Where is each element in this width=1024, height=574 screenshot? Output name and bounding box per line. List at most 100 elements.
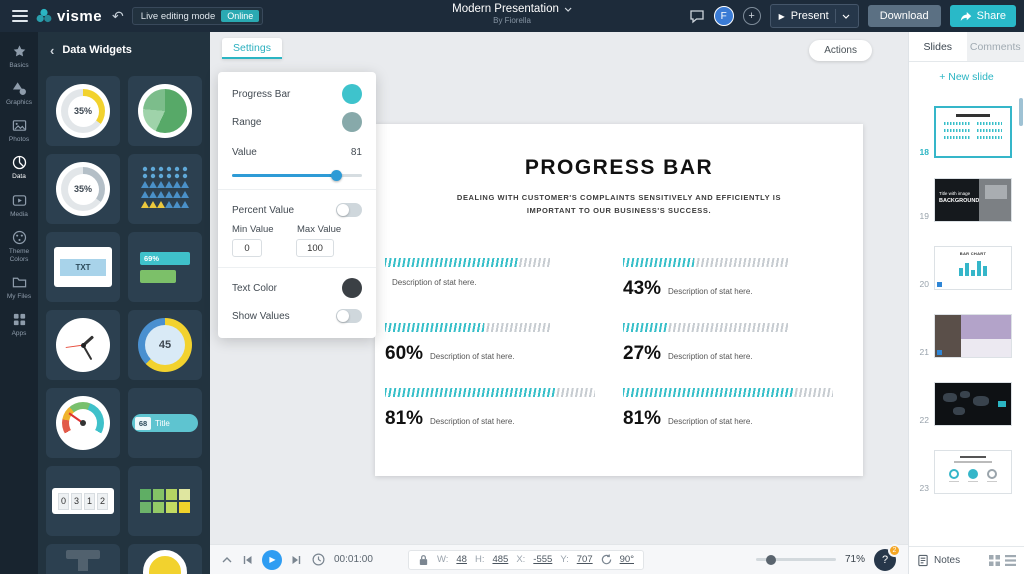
square-matrix-thumb <box>140 489 190 513</box>
skip-forward-icon[interactable] <box>291 554 303 566</box>
sidebar-item-my-files[interactable]: My Files <box>0 269 38 306</box>
slide-thumbnail[interactable]: BAR CHART <box>934 246 1012 290</box>
help-button[interactable]: ? 2 <box>874 543 901 571</box>
share-label: Share <box>976 10 1006 22</box>
widgets-panel-header[interactable]: ‹ Data Widgets <box>38 32 210 68</box>
slide-thumbnail[interactable] <box>934 382 1012 426</box>
widget-icon-stat[interactable] <box>46 544 120 574</box>
widget-shape-array[interactable] <box>128 154 202 224</box>
zoom-level[interactable]: 71% <box>844 554 865 565</box>
progress-stat[interactable]: Description of stat here. <box>385 258 605 300</box>
donut-chart-thumb: 35% <box>56 84 110 138</box>
menu-icon[interactable] <box>12 10 28 22</box>
slide-row-18[interactable]: 18 <box>915 106 1014 158</box>
sidebar-item-graphics[interactable]: Graphics <box>0 75 38 112</box>
progress-bar[interactable] <box>623 388 833 397</box>
slide-thumbnail[interactable] <box>934 314 1012 358</box>
height-value[interactable]: 485 <box>492 554 509 565</box>
slide-row-22[interactable]: 22 <box>915 382 1014 426</box>
comments-icon[interactable] <box>689 9 705 24</box>
undo-icon[interactable]: ↶ <box>112 7 124 24</box>
progress-bar[interactable] <box>623 258 788 267</box>
min-value-input[interactable] <box>232 239 262 257</box>
slide-row-20[interactable]: 20 BAR CHART <box>915 246 1014 290</box>
widget-donut-yellow[interactable]: 35% <box>46 76 120 146</box>
slide-thumbnail[interactable]: Title with image BACKGROUND <box>934 178 1012 222</box>
y-value[interactable]: 707 <box>576 554 593 565</box>
rotate-icon[interactable] <box>601 554 612 565</box>
sidebar-item-basics[interactable]: Basics <box>0 38 38 75</box>
widget-clock[interactable] <box>46 310 120 380</box>
slide-thumbnail[interactable] <box>934 450 1012 494</box>
max-value-input[interactable] <box>296 239 334 257</box>
slide-thumbnail[interactable] <box>934 106 1012 158</box>
widget-donut-gray[interactable]: 35% <box>46 154 120 224</box>
widget-circle-stat[interactable] <box>128 544 202 574</box>
range-color-swatch[interactable] <box>342 112 362 132</box>
actions-button[interactable]: Actions <box>809 40 872 61</box>
download-button[interactable]: Download <box>867 5 941 27</box>
notes-label[interactable]: Notes <box>934 555 961 566</box>
back-chevron-icon[interactable]: ‹ <box>50 42 55 58</box>
show-values-toggle[interactable] <box>336 309 362 323</box>
data-widgets-panel: ‹ Data Widgets 35% 35% TXT <box>38 32 210 574</box>
tab-settings[interactable]: Settings <box>222 38 282 59</box>
tab-comments[interactable]: Comments <box>966 32 1024 61</box>
slide-row-23[interactable]: 23 <box>915 450 1014 494</box>
chevron-up-icon[interactable] <box>222 556 232 563</box>
widget-progress-pill[interactable]: 68 Title <box>128 388 202 458</box>
progress-stat[interactable]: 27% Description of stat here. <box>623 323 843 365</box>
rotation-value[interactable]: 90° <box>619 554 634 565</box>
new-slide-button[interactable]: + New slide <box>939 71 994 83</box>
slide-row-19[interactable]: 19 Title with image BACKGROUND <box>915 178 1014 222</box>
slide-title[interactable]: PROGRESS BAR <box>524 156 714 179</box>
widget-labeled-bars[interactable]: 69% <box>128 232 202 302</box>
progress-stat[interactable]: 60% Description of stat here. <box>385 323 605 365</box>
share-button[interactable]: Share <box>949 5 1016 27</box>
sidebar-item-media[interactable]: Media <box>0 187 38 224</box>
visme-logo[interactable]: visme <box>36 8 102 25</box>
document-title-menu[interactable]: Modern Presentation By Fiorella <box>452 3 572 25</box>
slide-row-21[interactable]: 21 <box>915 314 1014 358</box>
progress-stat[interactable]: 81% Description of stat here. <box>623 388 843 430</box>
widget-radial-counter[interactable]: 45 <box>128 310 202 380</box>
width-value[interactable]: 48 <box>456 554 467 565</box>
add-collaborator-button[interactable]: + <box>742 7 761 25</box>
progress-bar[interactable] <box>385 323 550 332</box>
widget-flip-counter[interactable]: 0 3 1 2 <box>46 466 120 536</box>
slides-scrollbar[interactable] <box>1019 98 1023 126</box>
play-button[interactable]: ▶ <box>262 549 282 570</box>
progress-bar[interactable] <box>385 388 595 397</box>
progress-bar-color-swatch[interactable] <box>342 84 362 104</box>
widget-pie-green[interactable] <box>128 76 202 146</box>
progress-bar[interactable] <box>623 323 788 332</box>
progress-bar[interactable] <box>385 258 550 267</box>
skip-back-icon[interactable] <box>241 554 253 566</box>
value-slider-thumb[interactable] <box>331 170 343 181</box>
lock-icon[interactable] <box>418 554 429 566</box>
present-button[interactable]: ▶ Present <box>769 4 859 28</box>
tab-slides[interactable]: Slides <box>909 32 967 61</box>
zoom-slider-thumb[interactable] <box>765 554 776 565</box>
widget-square-matrix[interactable] <box>128 466 202 536</box>
x-value[interactable]: -555 <box>533 554 553 565</box>
progress-stat[interactable]: 81% Description of stat here. <box>385 388 605 430</box>
sidebar-item-apps[interactable]: Apps <box>0 306 38 343</box>
widget-gauge[interactable] <box>46 388 120 458</box>
zoom-slider[interactable] <box>755 554 836 565</box>
avatar[interactable]: F <box>713 6 734 26</box>
widget-text-bar[interactable]: TXT <box>46 232 120 302</box>
value-slider[interactable] <box>232 168 362 181</box>
sidebar-item-theme-colors[interactable]: Theme Colors <box>0 224 38 269</box>
progress-stat[interactable]: 43% Description of stat here. <box>623 258 843 300</box>
grid-view-icon[interactable] <box>989 555 1000 566</box>
sidebar-item-photos[interactable]: Photos <box>0 112 38 149</box>
list-view-icon[interactable] <box>1005 555 1016 566</box>
percent-value-toggle[interactable] <box>336 203 362 217</box>
sidebar-item-data[interactable]: Data <box>0 149 38 186</box>
slide-duration[interactable]: 00:01:00 <box>334 554 373 565</box>
text-color-swatch[interactable] <box>342 278 362 298</box>
slide-subtitle[interactable]: DEALING WITH CUSTOMER'S COMPLAINTS SENSI… <box>456 193 782 215</box>
chevron-down-icon[interactable] <box>842 14 850 19</box>
slide-canvas[interactable]: PROGRESS BAR DEALING WITH CUSTOMER'S COM… <box>375 124 863 476</box>
